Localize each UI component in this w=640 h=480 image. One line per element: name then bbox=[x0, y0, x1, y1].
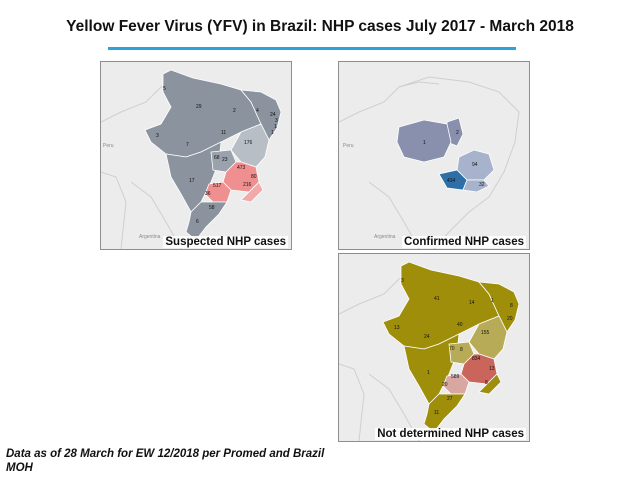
state-number: 36 bbox=[205, 191, 211, 197]
not-determined-cases-map: 3 41 14 1 8 13 24 40 20 155 70 8 834 1 5… bbox=[338, 253, 530, 442]
state-number: 7 bbox=[186, 142, 189, 148]
state-number: 473 bbox=[237, 165, 246, 171]
state-number: 27 bbox=[447, 396, 453, 402]
confirmed-cases-map: Peru Argentina 2 1 94 434 32 Confirmed N… bbox=[338, 61, 530, 250]
state-number: 41 bbox=[434, 296, 440, 302]
state-number: 434 bbox=[447, 178, 456, 184]
state-region-rio bbox=[462, 179, 490, 193]
state-number: 8 bbox=[510, 303, 513, 309]
title-underline bbox=[108, 47, 516, 50]
state-region-south bbox=[423, 393, 466, 433]
state-number: 589 bbox=[451, 374, 460, 380]
state-number: 29 bbox=[196, 104, 202, 110]
state-number: 176 bbox=[244, 140, 253, 146]
state-number: 11 bbox=[221, 130, 226, 136]
state-number: 1 bbox=[427, 370, 430, 376]
state-number: 8 bbox=[460, 347, 463, 353]
state-region-northeast bbox=[240, 89, 282, 141]
state-number: 17 bbox=[189, 178, 195, 184]
state-number: 8 bbox=[485, 380, 488, 386]
state-region-south bbox=[185, 201, 228, 241]
page-title: Yellow Fever Virus (YFV) in Brazil: NHP … bbox=[66, 18, 574, 35]
basemap-label-argentina: Argentina bbox=[139, 234, 161, 240]
state-number: 24 bbox=[424, 334, 430, 340]
state-number: 3 bbox=[275, 118, 278, 124]
state-number: 1 bbox=[274, 124, 277, 130]
suspected-map-graphic: Peru Argentina 5 29 2 4 24 3 1 1 3 7 11 … bbox=[101, 69, 282, 249]
state-region-rio bbox=[478, 373, 502, 395]
data-source-footnote: Data as of 28 March for EW 12/2018 per P… bbox=[6, 447, 386, 475]
state-number: 216 bbox=[243, 182, 252, 188]
state-number: 70 bbox=[449, 346, 455, 352]
confirmed-map-graphic: Peru Argentina 2 1 94 434 32 bbox=[339, 76, 520, 249]
state-number: 517 bbox=[213, 183, 222, 189]
state-number: 80 bbox=[251, 174, 257, 180]
state-number: 1 bbox=[271, 130, 274, 136]
state-region-bahia bbox=[230, 123, 270, 168]
state-number: 68 bbox=[214, 155, 220, 161]
state-number: 20 bbox=[507, 316, 513, 322]
not-determined-map-graphic: 3 41 14 1 8 13 24 40 20 155 70 8 834 1 5… bbox=[339, 261, 520, 441]
state-number: 23 bbox=[222, 157, 228, 163]
state-number: 834 bbox=[472, 356, 481, 362]
state-number: 1 bbox=[423, 140, 426, 146]
state-number: 2 bbox=[456, 130, 459, 136]
state-number: 24 bbox=[270, 112, 276, 118]
suspected-cases-map: Peru Argentina 5 29 2 4 24 3 1 1 3 7 11 … bbox=[100, 61, 292, 250]
footnote-line-2: MOH bbox=[6, 462, 33, 474]
state-number: 155 bbox=[481, 330, 490, 336]
state-number: 3 bbox=[156, 133, 159, 139]
basemap-label-peru: Peru bbox=[343, 143, 354, 149]
state-number: 40 bbox=[457, 322, 463, 328]
state-number: 11 bbox=[434, 410, 439, 416]
state-region-west-central bbox=[165, 141, 222, 213]
state-number: 32 bbox=[479, 182, 485, 188]
state-region-northeast bbox=[478, 281, 520, 333]
state-number: 6 bbox=[196, 219, 199, 225]
state-number: 14 bbox=[469, 300, 475, 306]
suspected-map-label: Suspected NHP cases bbox=[163, 236, 288, 248]
footnote-line-1: Data as of 28 March for EW 12/2018 per P… bbox=[6, 448, 325, 460]
state-number: 13 bbox=[489, 366, 495, 372]
state-number: 4 bbox=[256, 108, 259, 114]
state-number: 20 bbox=[442, 382, 448, 388]
state-number: 5 bbox=[163, 86, 166, 92]
state-region-bahia bbox=[468, 315, 508, 360]
state-number: 94 bbox=[472, 162, 478, 168]
state-number: 1 bbox=[491, 298, 494, 304]
state-region-mato-grosso bbox=[396, 119, 452, 163]
basemap-label-peru: Peru bbox=[103, 143, 114, 149]
state-number: 3 bbox=[401, 278, 404, 284]
basemap-label-argentina: Argentina bbox=[374, 234, 396, 240]
confirmed-map-label: Confirmed NHP cases bbox=[402, 236, 526, 248]
not-determined-map-label: Not determined NHP cases bbox=[375, 428, 526, 440]
state-number: 13 bbox=[394, 325, 400, 331]
state-number: 2 bbox=[233, 108, 236, 114]
state-number: 58 bbox=[209, 205, 215, 211]
state-region-rio bbox=[240, 181, 264, 203]
state-region-west-central bbox=[403, 333, 460, 405]
